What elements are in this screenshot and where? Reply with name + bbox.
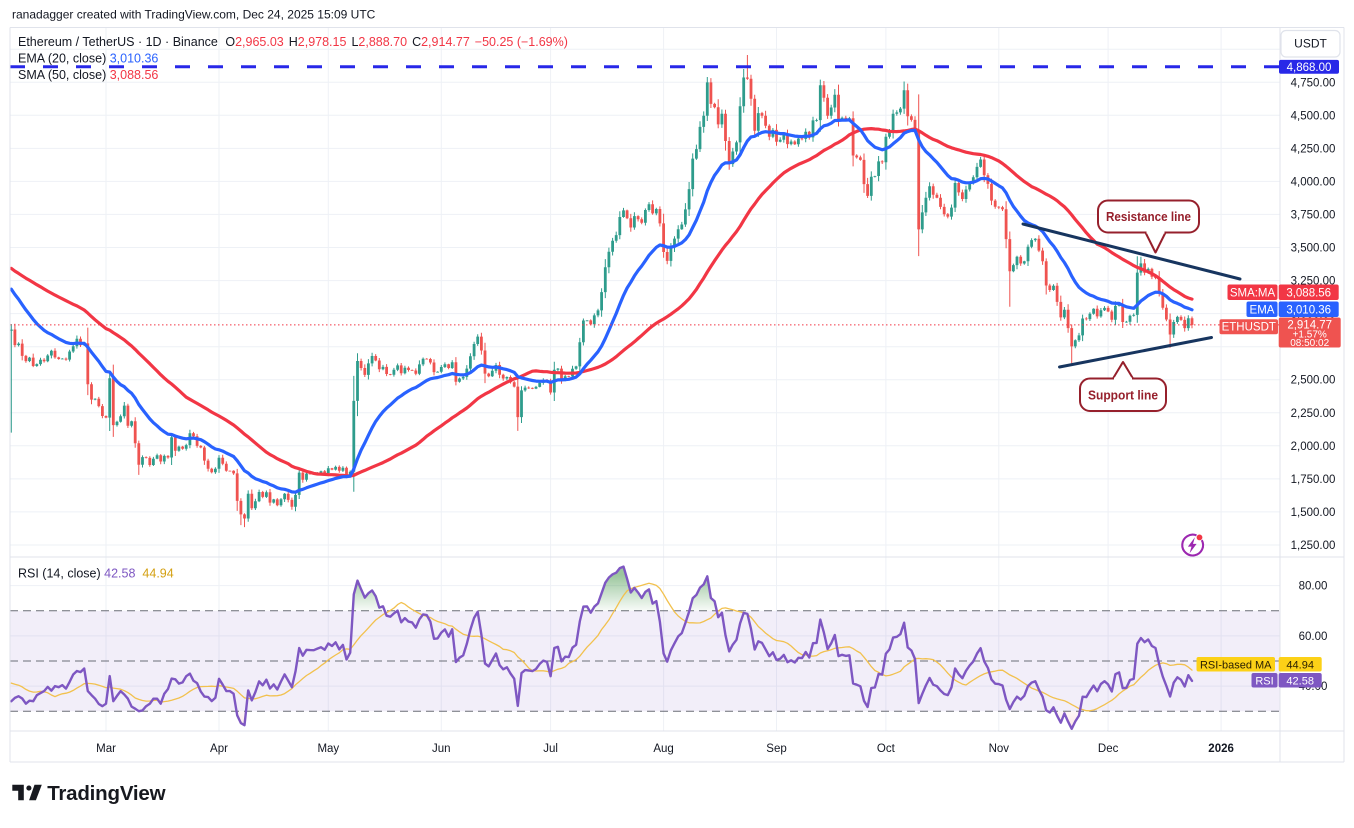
- svg-text:SMA:MA: SMA:MA: [1230, 287, 1276, 299]
- svg-text:3,500.00: 3,500.00: [1291, 243, 1336, 255]
- svg-text:Apr: Apr: [210, 743, 228, 755]
- svg-text:1,750.00: 1,750.00: [1291, 474, 1336, 486]
- svg-text:80.00: 80.00: [1299, 581, 1328, 593]
- svg-text:Nov: Nov: [989, 743, 1010, 755]
- svg-text:RSI-based MA: RSI-based MA: [1200, 659, 1272, 671]
- svg-text:ETHUSDT: ETHUSDT: [1222, 322, 1276, 334]
- svg-text:+1.57%: +1.57%: [1293, 330, 1327, 341]
- svg-text:08:50:02: 08:50:02: [1290, 338, 1329, 349]
- svg-text:Ethereum / TetherUS · 1D · Bin: Ethereum / TetherUS · 1D · Binance O2,96…: [18, 35, 568, 49]
- svg-text:4,750.00: 4,750.00: [1291, 77, 1336, 89]
- svg-text:4,500.00: 4,500.00: [1291, 110, 1336, 122]
- svg-text:1,500.00: 1,500.00: [1291, 507, 1336, 519]
- svg-text:2,500.00: 2,500.00: [1291, 375, 1336, 387]
- svg-text:EMA (20, close) 3,010.36: EMA (20, close) 3,010.36: [18, 52, 158, 66]
- svg-text:Oct: Oct: [877, 743, 896, 755]
- svg-text:3,010.36: 3,010.36: [1286, 304, 1331, 316]
- svg-text:1,250.00: 1,250.00: [1291, 540, 1336, 552]
- svg-text:May: May: [317, 743, 339, 755]
- svg-text:Dec: Dec: [1098, 743, 1119, 755]
- svg-text:4,000.00: 4,000.00: [1291, 176, 1336, 188]
- svg-text:Mar: Mar: [96, 743, 116, 755]
- svg-text:USDT: USDT: [1294, 37, 1327, 51]
- svg-text:60.00: 60.00: [1299, 631, 1328, 643]
- svg-text:2,914.77: 2,914.77: [1287, 319, 1332, 331]
- svg-text:3,750.00: 3,750.00: [1291, 209, 1336, 221]
- svg-text:EMA: EMA: [1250, 304, 1275, 316]
- svg-text:RSI: RSI: [1255, 675, 1273, 687]
- svg-text:42.58: 42.58: [1286, 675, 1314, 687]
- svg-text:Jul: Jul: [543, 743, 558, 755]
- svg-text:44.94: 44.94: [1286, 659, 1314, 671]
- svg-text:2,250.00: 2,250.00: [1291, 408, 1336, 420]
- svg-text:TradingView: TradingView: [47, 782, 165, 805]
- svg-text:Resistance line: Resistance line: [1106, 209, 1191, 224]
- svg-text:Support line: Support line: [1088, 387, 1158, 402]
- svg-text:2,000.00: 2,000.00: [1291, 441, 1336, 453]
- svg-text:2026: 2026: [1208, 743, 1234, 755]
- svg-text:4,868.00: 4,868.00: [1287, 62, 1332, 74]
- svg-text:3,088.56: 3,088.56: [1286, 287, 1331, 299]
- svg-text:Aug: Aug: [653, 743, 673, 755]
- svg-text:Jun: Jun: [432, 743, 451, 755]
- svg-text:4,250.00: 4,250.00: [1291, 143, 1336, 155]
- svg-text:Sep: Sep: [766, 743, 786, 755]
- svg-text:ranadagger created with Tradin: ranadagger created with TradingView.com,…: [12, 8, 376, 22]
- svg-text:SMA (50, close) 3,088.56: SMA (50, close) 3,088.56: [18, 68, 158, 82]
